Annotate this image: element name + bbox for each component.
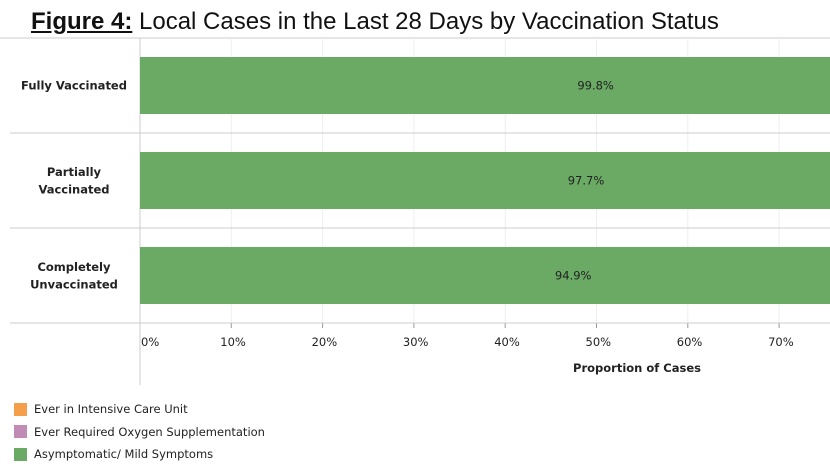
category-label: Partially (47, 165, 102, 179)
x-tick-label: 50% (586, 335, 612, 349)
bar-segment (140, 152, 830, 209)
legend-item-mild: Asymptomatic/ Mild Symptoms (14, 443, 265, 466)
legend-label: Asymptomatic/ Mild Symptoms (34, 447, 214, 462)
x-tick-label: 10% (220, 335, 246, 349)
x-tick-label: 70% (768, 335, 794, 349)
bar-value-label: 99.8% (577, 79, 614, 93)
x-axis-label: Proportion of Cases (573, 361, 701, 375)
legend-item-icu: Ever in Intensive Care Unit (14, 398, 265, 421)
x-tick-label: 60% (677, 335, 703, 349)
bar-value-label: 94.9% (555, 269, 592, 283)
bar-segment (140, 57, 830, 114)
category-label: Unvaccinated (30, 277, 118, 291)
legend-swatch (14, 425, 27, 439)
legend-swatch (14, 447, 27, 461)
legend-label: Ever Required Oxygen Supplementation (34, 424, 265, 439)
legend: Ever in Intensive Care Unit Ever Require… (14, 398, 265, 466)
figure-number: Figure 4: (31, 8, 133, 35)
bar-segment (140, 247, 830, 304)
bar-value-label: 97.7% (568, 174, 605, 188)
chart-title: Figure 4: Local Cases in the Last 28 Day… (31, 8, 719, 36)
title-text: Local Cases in the Last 28 Days by Vacci… (139, 8, 719, 35)
legend-swatch (14, 402, 27, 416)
x-tick-label: 0% (141, 335, 159, 349)
category-label: Completely (37, 260, 111, 274)
x-tick-label: 20% (312, 335, 338, 349)
legend-label: Ever in Intensive Care Unit (34, 402, 188, 417)
x-tick-label: 40% (494, 335, 520, 349)
category-label: Vaccinated (38, 182, 109, 196)
legend-item-oxygen: Ever Required Oxygen Supplementation (14, 421, 265, 444)
category-label: Fully Vaccinated (21, 79, 127, 93)
x-tick-label: 30% (403, 335, 429, 349)
